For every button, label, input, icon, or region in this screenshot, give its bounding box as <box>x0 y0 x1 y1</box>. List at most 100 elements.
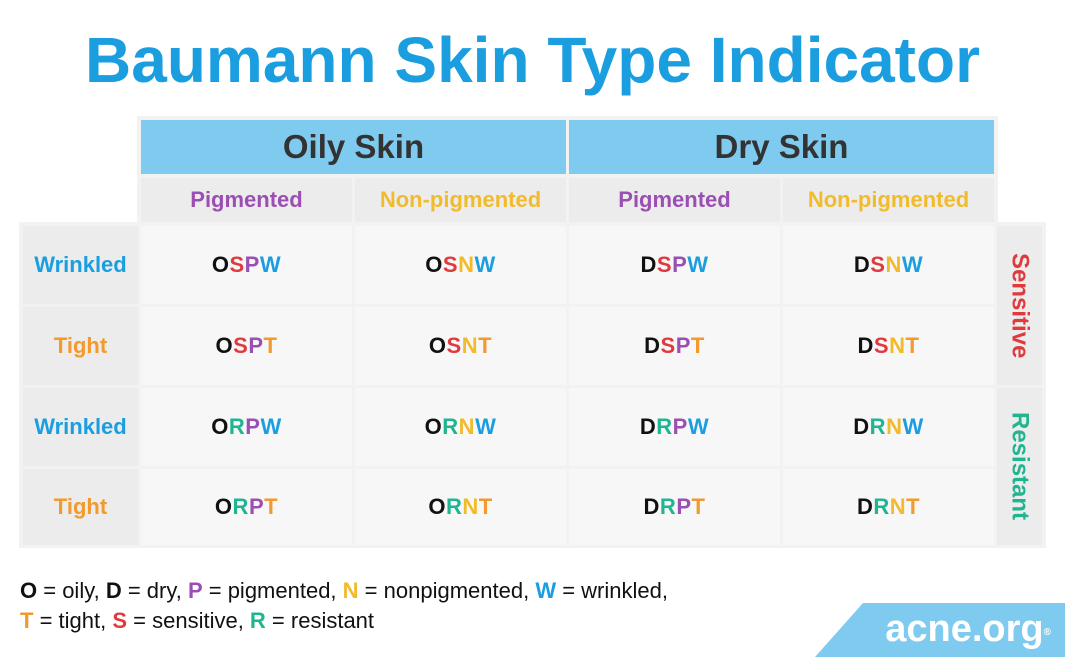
skin-type-letter: N <box>461 333 479 358</box>
skin-type-letter: W <box>687 252 709 277</box>
skin-type-letter: W <box>474 252 496 277</box>
skin-type-letter: T <box>691 494 706 519</box>
subheader-oily-nonpigmented: Non-pigmented <box>355 178 566 222</box>
skin-type-letter: S <box>870 252 886 277</box>
skin-type-letter: P <box>248 494 265 519</box>
skin-type-letter: S <box>229 252 245 277</box>
legend-key: P <box>187 578 203 603</box>
skin-type-letter: S <box>442 252 459 277</box>
header-dry-skin: Dry Skin <box>569 120 994 174</box>
skin-type-letter: T <box>263 333 278 358</box>
subheader-dry-pigmented: Pigmented <box>569 178 780 222</box>
skin-type-letter: D <box>857 333 874 358</box>
skin-type-letter: O <box>428 494 446 519</box>
skin-type-letter: N <box>889 494 907 519</box>
skin-type-letter: D <box>639 414 657 439</box>
header-oily-skin: Oily Skin <box>141 120 566 174</box>
legend-key: S <box>112 608 128 633</box>
skin-type-letter: N <box>886 414 903 439</box>
skin-type-letter: P <box>675 333 691 358</box>
skin-type-letter: N <box>458 414 476 439</box>
skin-type-letter: P <box>676 494 692 519</box>
subheader-dry-nonpigmented: Non-pigmented <box>783 178 994 222</box>
skin-type-letter: D <box>644 333 661 358</box>
skin-type-letter: D <box>856 494 874 519</box>
side-label-resistant: Resistant <box>997 388 1042 545</box>
skin-type-letter: D <box>853 252 871 277</box>
row-label-wrinkled-resistant: Wrinkled <box>23 388 138 466</box>
skin-type-letter: R <box>873 494 890 519</box>
skin-type-letter: O <box>214 494 233 519</box>
brand-badge <box>815 603 1065 657</box>
skin-type-letter: R <box>442 414 459 439</box>
skin-type-letter: P <box>672 414 688 439</box>
skin-type-letter: W <box>259 252 282 277</box>
skin-type-letter: W <box>902 414 924 439</box>
legend-text: = resistant <box>265 608 375 633</box>
legend-text: = sensitive, <box>127 608 250 633</box>
skin-type-letter: N <box>889 333 906 358</box>
skin-type-letter: P <box>248 333 264 358</box>
legend-text: = nonpigmented, <box>358 578 536 603</box>
skin-type-letter: N <box>462 494 479 519</box>
skin-type-letter: R <box>869 414 887 439</box>
skin-type-letter: W <box>475 414 497 439</box>
skin-type-letter: O <box>424 414 443 439</box>
skin-type-letter: T <box>478 333 493 358</box>
row-label-wrinkled-sensitive: Wrinkled <box>23 226 138 304</box>
legend-key: O <box>20 578 38 603</box>
legend-text: = wrinkled, <box>556 578 668 603</box>
skin-type-letter: R <box>228 414 246 439</box>
skin-type-letter: D <box>640 252 657 277</box>
skin-type-letter: O <box>211 414 229 439</box>
skin-type-letter: W <box>901 252 924 277</box>
legend-line-2: T = tight, S = sensitive, R = resistant <box>20 606 374 636</box>
brand-registered-mark: ® <box>1043 627 1051 638</box>
row-label-tight-sensitive: Tight <box>23 307 138 385</box>
skin-type-letter: T <box>906 494 921 519</box>
skin-type-letter: N <box>885 252 902 277</box>
skin-type-letter: T <box>905 333 920 358</box>
legend-text: = tight, <box>33 608 113 633</box>
skin-type-letter: T <box>264 494 279 519</box>
skin-type-letter: P <box>244 252 260 277</box>
skin-type-letter: P <box>245 414 261 439</box>
skin-type-letter: O <box>428 333 447 358</box>
skin-type-letter: S <box>656 252 673 277</box>
legend-text: = dry, <box>121 578 188 603</box>
skin-type-letter: W <box>687 414 710 439</box>
subheader-oily-pigmented: Pigmented <box>141 178 352 222</box>
skin-type-letter: R <box>445 494 463 519</box>
skin-type-letter: R <box>656 414 673 439</box>
skin-type-letter: O <box>215 333 234 358</box>
skin-type-letter: R <box>659 494 677 519</box>
skin-type-letter: S <box>233 333 249 358</box>
skin-type-letter: D <box>643 494 660 519</box>
legend-key: T <box>20 608 34 633</box>
skin-type-letter: W <box>260 414 282 439</box>
skin-type-letter: N <box>458 252 475 277</box>
legend-line-1: O = oily, D = dry, P = pigmented, N = no… <box>20 576 668 606</box>
page-title: Baumann Skin Type Indicator <box>85 24 980 96</box>
skin-type-letter: O <box>211 252 230 277</box>
brand-logo: acne.org® <box>885 607 1051 651</box>
skin-type-letter: S <box>873 333 890 358</box>
row-label-tight-resistant: Tight <box>23 469 138 545</box>
skin-type-letter: T <box>690 333 705 358</box>
skin-type-letter: O <box>425 252 443 277</box>
skin-type-letter: R <box>232 494 249 519</box>
